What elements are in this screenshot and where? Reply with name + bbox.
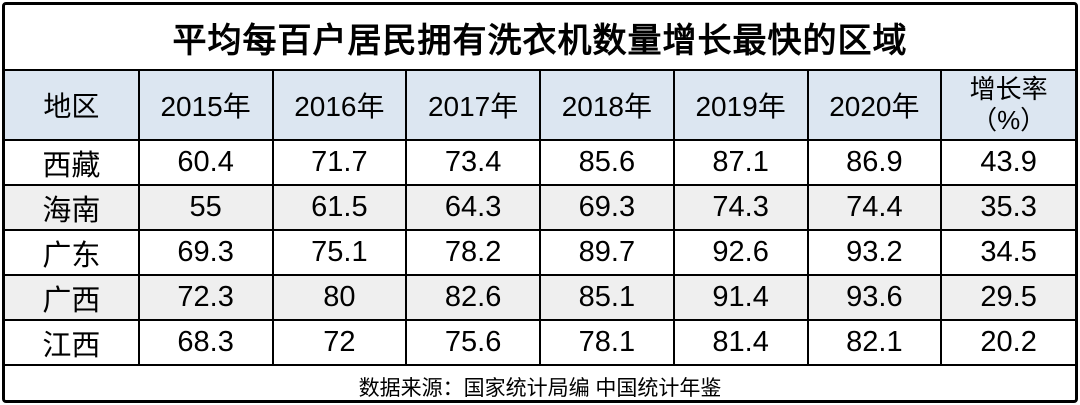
value-cell: 60.4 [137,139,274,186]
value-cell: 71.7 [271,139,408,186]
col-header-region: 地区 [5,69,140,141]
value-cell: 89.7 [539,229,675,276]
value-cell: 85.1 [539,274,675,321]
value-cell: 85.6 [539,139,675,186]
value-cell: 72.3 [137,274,274,321]
value-cell: 78.1 [539,319,675,366]
value-cell: 93.6 [806,274,943,321]
footer-row: 数据来源：国家统计局编 中国统计年鉴 [5,364,1075,400]
value-cell: 82.6 [405,274,541,321]
region-cell: 西藏 [5,139,140,186]
region-cell: 广西 [5,274,140,321]
col-header-2019: 2019年 [672,69,809,141]
growth-rate-label-line2: （%） [971,105,1047,135]
value-cell: 68.3 [137,319,274,366]
value-cell: 72 [271,319,408,366]
header-row: 地区 2015年 2016年 2017年 2018年 2019年 2020年 增… [5,69,1075,141]
washing-machine-stats-table: 平均每百户居民拥有洗衣机数量增长最快的区域 地区 2015年 2016年 201… [5,5,1075,400]
region-cell: 广东 [5,229,140,276]
table-row-jiangxi: 江西 68.3 72 75.6 78.1 81.4 82.1 20.2 [5,319,1075,366]
value-cell: 93.2 [806,229,943,276]
value-cell: 73.4 [405,139,541,186]
value-cell: 92.6 [672,229,809,276]
value-cell: 78.2 [405,229,541,276]
data-source: 数据来源：国家统计局编 中国统计年鉴 [5,364,1075,400]
growth-rate-cell: 35.3 [940,184,1075,231]
value-cell: 80 [271,274,408,321]
value-cell: 61.5 [271,184,408,231]
col-header-growth-rate: 增长率 （%） [940,69,1075,141]
table-title: 平均每百户居民拥有洗衣机数量增长最快的区域 [5,5,1075,71]
growth-rate-label-line1: 增长率 [969,73,1048,104]
region-cell: 江西 [5,319,140,366]
table-row-xizang: 西藏 60.4 71.7 73.4 85.6 87.1 86.9 43.9 [5,139,1075,186]
value-cell: 87.1 [672,139,809,186]
value-cell: 74.3 [672,184,809,231]
col-header-2015: 2015年 [137,69,274,141]
value-cell: 75.6 [405,319,541,366]
value-cell: 91.4 [672,274,809,321]
value-cell: 75.1 [271,229,408,276]
col-header-2020: 2020年 [806,69,943,141]
growth-rate-cell: 20.2 [940,319,1075,366]
col-header-2017: 2017年 [405,69,541,141]
col-header-2016: 2016年 [271,69,408,141]
value-cell: 74.4 [806,184,943,231]
value-cell: 86.9 [806,139,943,186]
table-row-guangdong: 广东 69.3 75.1 78.2 89.7 92.6 93.2 34.5 [5,229,1075,276]
growth-rate-cell: 34.5 [940,229,1075,276]
growth-rate-cell: 43.9 [940,139,1075,186]
value-cell: 69.3 [137,229,274,276]
value-cell: 81.4 [672,319,809,366]
growth-rate-cell: 29.5 [940,274,1075,321]
value-cell: 64.3 [405,184,541,231]
value-cell: 82.1 [806,319,943,366]
value-cell: 69.3 [539,184,675,231]
table-row-hainan: 海南 55 61.5 64.3 69.3 74.3 74.4 35.3 [5,184,1075,231]
value-cell: 55 [137,184,274,231]
title-row: 平均每百户居民拥有洗衣机数量增长最快的区域 [5,5,1075,71]
table-row-guangxi: 广西 72.3 80 82.6 85.1 91.4 93.6 29.5 [5,274,1075,321]
region-cell: 海南 [5,184,140,231]
col-header-2018: 2018年 [539,69,675,141]
